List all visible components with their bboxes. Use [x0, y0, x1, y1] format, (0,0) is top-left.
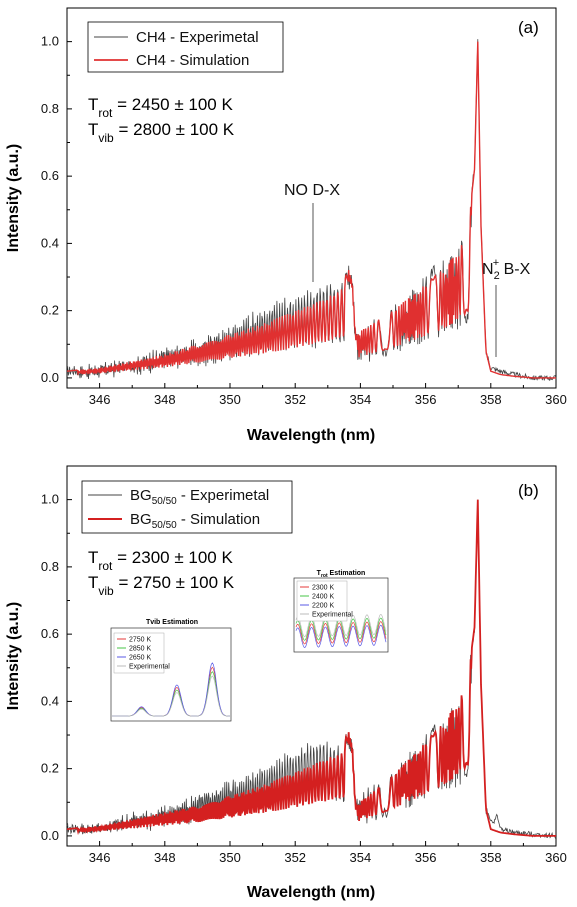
x-tick-label: 360: [545, 850, 567, 865]
series-b: [66, 499, 557, 839]
legend-label-exp-a: CH4 - Experimetal: [136, 29, 259, 46]
y-tick-label: 0.4: [41, 693, 59, 708]
x-tick-label: 356: [415, 392, 437, 407]
y-tick-label: 0.8: [41, 559, 59, 574]
y-tick-label: 0.0: [41, 370, 59, 385]
x-tick-label: 360: [545, 392, 567, 407]
legend-label-sim-a: CH4 - Simulation: [136, 52, 249, 69]
inset-legend-label: Experimental: [312, 612, 353, 619]
tvib-text-a: Tvib = 2800 ± 100 K: [88, 120, 235, 145]
tvib-text-b: Tvib = 2750 ± 100 K: [88, 573, 235, 598]
x-tick-label: 358: [480, 850, 502, 865]
x-tick-label: 350: [219, 850, 241, 865]
x-tick-label: 352: [284, 392, 306, 407]
inset-tvib-legend-items: 2750 K 2850 K 2650 K Experimental: [117, 637, 170, 671]
legend-a: CH4 - Experimetal CH4 - Simulation: [87, 21, 284, 73]
y-tick-label: 0.6: [41, 168, 59, 183]
x-tick-label: 350: [219, 392, 241, 407]
inset-legend-label: 2400 K: [312, 594, 335, 601]
inset-series-line: [295, 621, 387, 645]
inset-legend-label: 2300 K: [312, 585, 335, 592]
y-tick-label: 0.2: [41, 303, 59, 318]
panel-label-b: (b): [518, 481, 539, 500]
x-axis-label-a: Wavelength (nm): [247, 427, 375, 444]
plot-frame-b: [66, 465, 557, 847]
x-tick-label: 346: [89, 392, 111, 407]
inset-trot-title: Trot Estimation: [317, 570, 366, 579]
ticks-b: 346 348 350 352 354 356 358 360 0.0 0.2 0.4 0.6 0.8 1…: [41, 465, 567, 865]
series-line-simulation: [66, 499, 556, 837]
y-tick-label: 0.2: [41, 761, 59, 776]
y-tick-label: 0.8: [41, 101, 59, 116]
x-tick-label: 354: [350, 392, 372, 407]
plot-frame-a: [66, 7, 557, 389]
y-tick-label: 1.0: [41, 34, 59, 49]
inset-legend-label: Experimental: [129, 664, 170, 671]
y-tick-label: 1.0: [41, 492, 59, 507]
legend-label-sim-b: BG50/50 - Simulation: [130, 511, 260, 531]
inset-series-line: [295, 624, 387, 648]
inset-tvib: Tvib Estimation 2750 K 2850 K 2650 K Experi…: [110, 619, 232, 722]
inset-legend-label: 2750 K: [129, 637, 152, 644]
trot-text-b: Trot = 2300 ± 100 K: [88, 548, 233, 573]
x-tick-label: 354: [350, 850, 372, 865]
ticks-a: 346 348 350 352 354 356 358 360 0.0 0.2 0.4 0.6 0.8 1…: [41, 7, 567, 407]
x-tick-label: 348: [154, 392, 176, 407]
series-line-simulation: [66, 41, 556, 379]
legend-box-b: [81, 480, 293, 534]
x-tick-label: 346: [89, 850, 111, 865]
y-tick-label: 0.0: [41, 828, 59, 843]
inset-legend-label: 2200 K: [312, 603, 335, 610]
legend-b: BG50/50 - Experimetal BG50/50 - Simulati…: [81, 480, 293, 534]
y-tick-label: 0.6: [41, 626, 59, 641]
x-tick-label: 352: [284, 850, 306, 865]
x-axis-label-b: Wavelength (nm): [247, 884, 375, 901]
panel-a: 346 348 350 352 354 356 358 360 0.0 0.2 0.4 0.6 0.8 1…: [5, 7, 567, 444]
inset-trot: Trot Estimation 2300 K 2400 K 2200 K Experi…: [293, 570, 389, 653]
legend-box-a: [87, 21, 284, 73]
annotation-n2-bx: N2+ B-X: [482, 257, 531, 282]
y-tick-label: 0.4: [41, 235, 59, 250]
inset-legend-label: 2850 K: [129, 646, 152, 653]
inset-tvib-title: Tvib Estimation: [146, 619, 198, 626]
panel-b: 346 348 350 352 354 356 358 360 0.0 0.2 0.4 0.6 0.8 1…: [5, 465, 567, 901]
annotation-no-dx: NO D-X: [284, 182, 340, 199]
trot-text-a: Trot = 2450 ± 100 K: [88, 95, 233, 120]
inset-trot-legend-items: 2300 K 2400 K 2200 K Experimental: [300, 585, 353, 619]
inset-series-line: [112, 675, 230, 717]
x-tick-label: 348: [154, 850, 176, 865]
x-tick-label: 358: [480, 392, 502, 407]
y-axis-label-a: Intensity (a.u.): [5, 144, 22, 252]
x-tick-label: 356: [415, 850, 437, 865]
y-axis-label-b: Intensity (a.u.): [5, 602, 22, 710]
legend-label-exp-b: BG50/50 - Experimetal: [130, 487, 269, 507]
inset-tvib-series: [112, 662, 230, 717]
series-a: [66, 39, 557, 381]
panel-label-a: (a): [518, 18, 539, 37]
inset-legend-label: 2650 K: [129, 655, 152, 662]
